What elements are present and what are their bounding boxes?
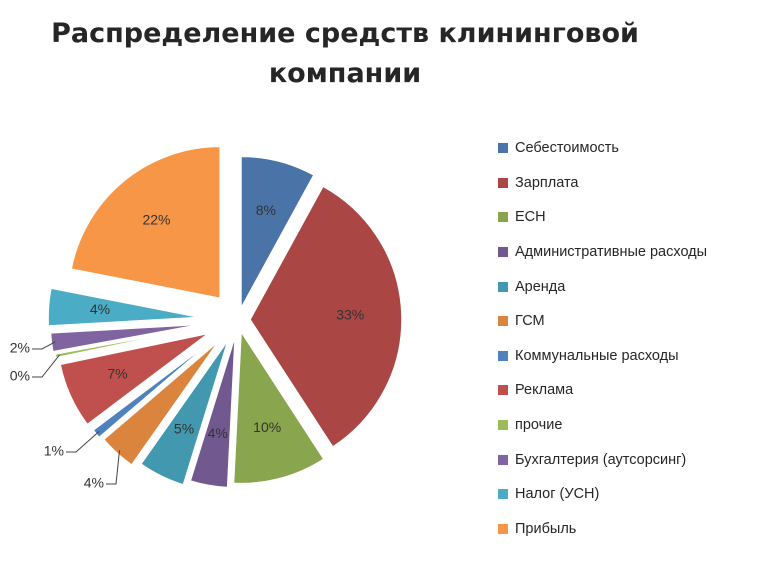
chart-title: Распределение средств клининговой компан… (40, 14, 650, 94)
legend-swatch (498, 143, 508, 154)
slice-11 (47, 287, 201, 327)
chart-title-line-1: Распределение средств клининговой (51, 18, 639, 49)
legend-swatch (498, 385, 508, 396)
slice-8 (59, 332, 210, 426)
legend-item: ГСМ (498, 304, 707, 339)
slice-4-data-label: 4% (208, 425, 228, 441)
legend-item: Налог (УСН) (498, 477, 707, 512)
slice-1-data-label: 8% (256, 202, 276, 218)
slice-3 (232, 329, 325, 485)
legend-label: Налог (УСН) (515, 486, 600, 503)
legend-swatch (498, 247, 508, 258)
legend-item: Зарплата (498, 166, 707, 201)
legend-swatch (498, 523, 508, 534)
legend-label: Прибыль (515, 520, 577, 537)
legend-label: ЕСН (515, 209, 546, 226)
legend-label: Зарплата (515, 174, 579, 191)
slice-5-data-label: 5% (174, 420, 194, 436)
slice-2 (249, 185, 403, 449)
legend-item: Прибыль (498, 512, 707, 547)
legend-item: Административные расходы (498, 235, 707, 270)
slice-8-data-label: 7% (107, 365, 127, 381)
legend-label: Административные расходы (515, 244, 708, 261)
slice-7-data-label: 1% (44, 443, 64, 459)
slice-9 (54, 325, 205, 359)
legend-label: ГСМ (515, 313, 545, 330)
legend-item: ЕСН (498, 200, 707, 235)
legend-swatch (498, 454, 508, 465)
slice-4 (189, 335, 236, 489)
slice-5 (139, 339, 230, 486)
legend-label: прочие (515, 417, 563, 434)
slice-2-data-label: 33% (336, 306, 364, 322)
legend-item: прочие (498, 408, 707, 443)
chart-legend: Себестоимость Зарплата ЕСН Административные… (498, 131, 707, 546)
slice-7-leader-line (66, 430, 100, 453)
slice-3-data-label: 10% (253, 419, 281, 435)
legend-label: Коммунальные расходы (515, 347, 679, 364)
legend-swatch (498, 350, 508, 361)
legend-swatch (498, 489, 508, 500)
legend-item: Коммунальные расходы (498, 339, 707, 374)
slice-10-data-label: 2% (10, 340, 30, 356)
slice-9-data-label: 0% (10, 368, 30, 384)
legend-label: Реклама (515, 382, 574, 399)
legend-swatch (498, 177, 508, 188)
legend-label: Аренда (515, 278, 566, 295)
slice-12-data-label: 22% (142, 212, 170, 228)
legend-swatch (498, 420, 508, 431)
legend-swatch (498, 212, 508, 223)
slice-6-data-label: 4% (84, 475, 104, 491)
slice-12 (70, 145, 221, 300)
slice-6-leader-line (106, 450, 121, 485)
slice-1 (240, 155, 315, 309)
legend-swatch (498, 281, 508, 292)
slice-9-leader-line (32, 354, 60, 378)
slice-6 (102, 340, 220, 467)
legend-item: Бухгалтерия (аутсорсинг) (498, 442, 707, 477)
legend-label: Себестоимость (515, 140, 619, 157)
slice-10-leader-line (32, 341, 56, 350)
slice-11-data-label: 4% (90, 301, 110, 317)
legend-item: Аренда (498, 269, 707, 304)
legend-item: Себестоимость (498, 131, 707, 166)
legend-swatch (498, 316, 508, 327)
legend-label: Бухгалтерия (аутсорсинг) (515, 451, 687, 468)
slice-10 (49, 323, 203, 353)
chart-title-line-2: компании (268, 58, 422, 89)
legend-item: Реклама (498, 373, 707, 408)
